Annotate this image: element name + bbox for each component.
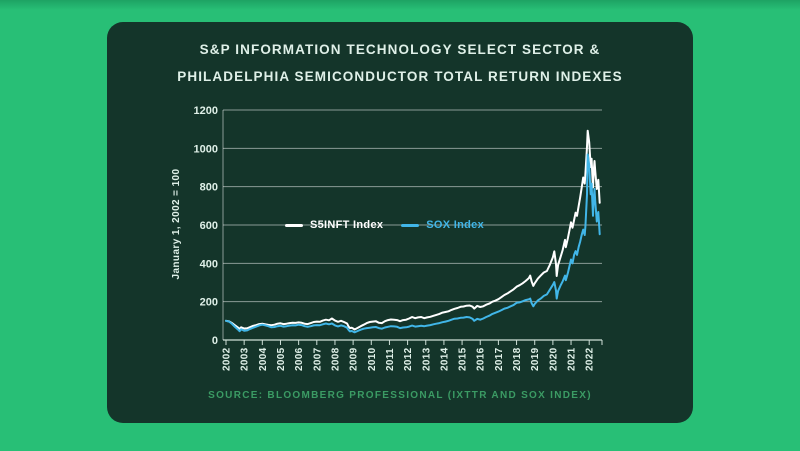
x-tick-label: 2011 [385, 348, 396, 371]
chart-title-line2: PHILADELPHIA SEMICONDUCTOR TOTAL RETURN … [177, 69, 623, 84]
sox-line-swatch-icon [401, 223, 420, 227]
x-tick-label: 2016 [476, 347, 487, 371]
y-tick-label: 800 [200, 182, 218, 194]
x-tick-label: 2005 [276, 347, 287, 371]
y-tick-label: 0 [212, 335, 218, 347]
series-line-sox-index [225, 153, 601, 334]
x-tick-label: 2009 [349, 347, 360, 371]
y-tick-label: 1200 [194, 105, 218, 117]
y-tick-label: 1000 [194, 143, 218, 155]
x-tick-label: 2022 [585, 347, 596, 371]
x-tick-label: 2021 [567, 347, 578, 371]
legend-item-sox: SOX Index [401, 219, 484, 231]
y-tick-label: 600 [200, 220, 218, 232]
x-tick-label: 2020 [548, 347, 559, 371]
x-tick-label: 2003 [240, 347, 251, 371]
legend-label-sox: SOX Index [426, 219, 484, 231]
x-tick-label: 2019 [530, 347, 541, 371]
chart-title: S&P INFORMATION TECHNOLOGY SELECT SECTOR… [107, 36, 693, 90]
x-tick-label: 2002 [222, 347, 233, 371]
legend-item-s5inft: S5INFT Index [285, 219, 383, 231]
s5inft-line-swatch-icon [285, 223, 303, 227]
x-tick-label: 2015 [458, 347, 469, 371]
x-tick-label: 2017 [494, 347, 505, 371]
y-tick-label: 400 [200, 258, 218, 270]
x-tick-label: 2012 [403, 347, 414, 371]
x-tick-label: 2013 [421, 347, 432, 371]
legend-label-s5inft: S5INFT Index [310, 219, 384, 231]
x-tick-label: 2018 [512, 347, 523, 371]
chart-legend: S5INFT Index SOX Index [285, 219, 484, 231]
x-tick-label: 2006 [294, 347, 305, 371]
chart-card: S&P INFORMATION TECHNOLOGY SELECT SECTOR… [107, 22, 693, 423]
y-tick-label: 200 [200, 297, 218, 309]
source-caption: SOURCE: BLOOMBERG PROFESSIONAL (IXTTR AN… [208, 390, 592, 401]
x-tick-label: 2007 [312, 347, 323, 371]
x-tick-label: 2014 [439, 347, 450, 371]
x-tick-label: 2010 [367, 347, 378, 371]
chart-title-line1: S&P INFORMATION TECHNOLOGY SELECT SECTOR… [199, 42, 601, 57]
series-line-s5inft-index [225, 129, 601, 331]
line-chart-plot: 0 200 400 600 800 1000 1200 2002 2003 2004 2005 200… [194, 105, 603, 371]
x-tick-label: 2004 [258, 347, 269, 371]
x-tick-label: 2008 [330, 347, 341, 371]
